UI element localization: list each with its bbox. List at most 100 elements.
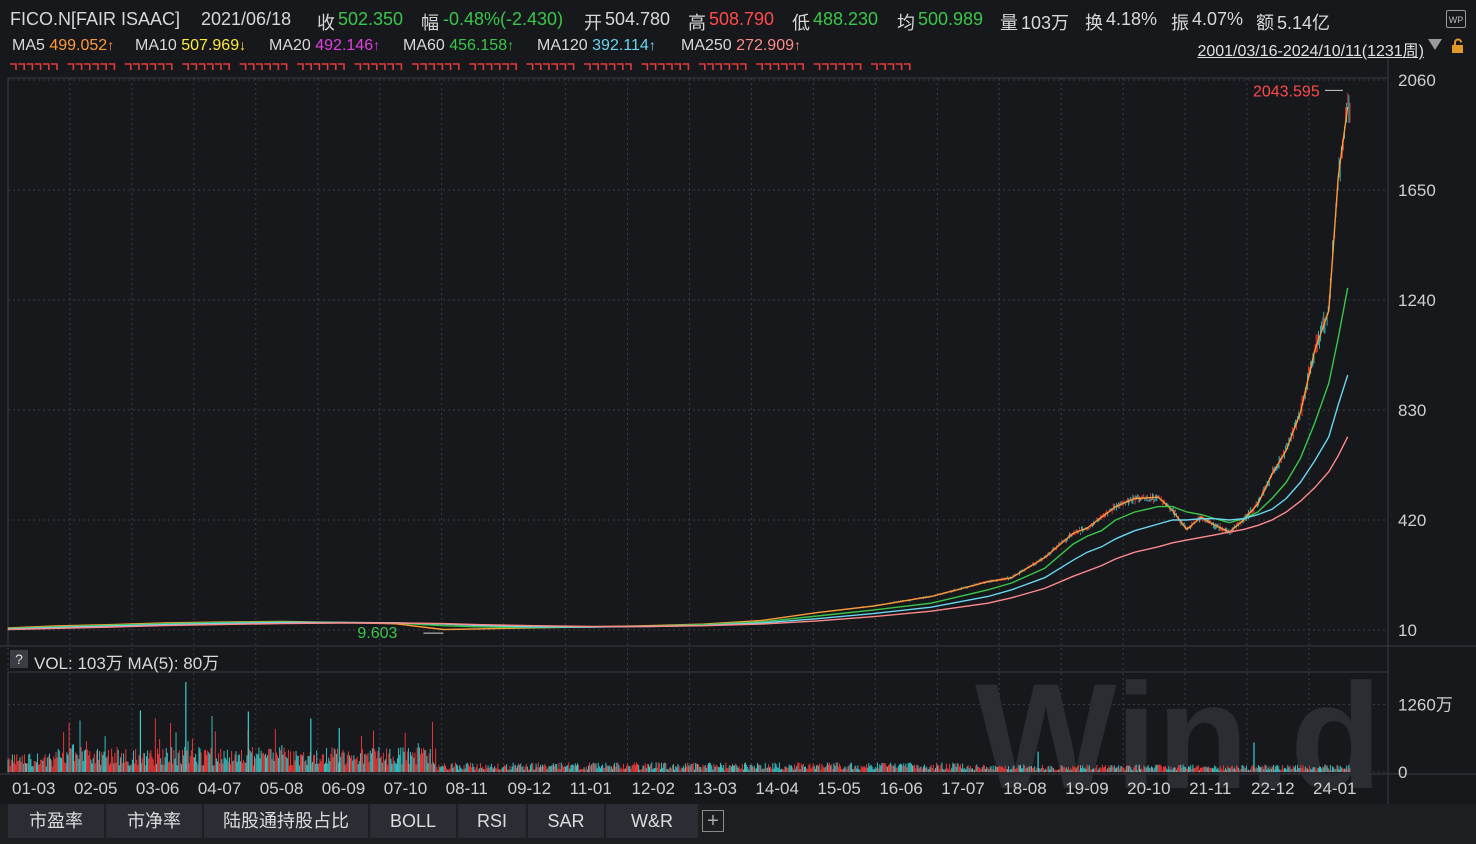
event-marker — [879, 63, 886, 70]
price-tick-label: 1650 — [1398, 181, 1436, 200]
event-marker — [395, 63, 403, 70]
time-tick-label: 04-07 — [198, 779, 241, 798]
time-tick-label: 24-01 — [1313, 779, 1356, 798]
indicator-tabs: 市盈率 市净率 陆股通持股占比 BOLL RSI SAR W&R + — [0, 804, 1476, 844]
kline-chart[interactable]: Win.d 10 420 830 1240 1650 2060 0 1260万 01-03 02-… — [0, 58, 1476, 804]
ma60-value: 456.158 — [449, 37, 508, 54]
open-label: 开 — [584, 13, 602, 33]
quote-header: FICO.N[FAIR ISAAC] 2021/06/18 收 502.350 … — [0, 0, 1476, 38]
event-marker — [379, 63, 386, 70]
time-tick-label: 12-02 — [632, 779, 675, 798]
tab-pb[interactable]: 市净率 — [106, 804, 202, 838]
event-marker — [830, 63, 837, 70]
time-tick-label: 19-09 — [1065, 779, 1108, 798]
event-marker — [444, 63, 452, 70]
ma20-legend[interactable]: MA20 492.146↑ — [269, 37, 380, 55]
ma10-label: MA10 — [135, 37, 177, 54]
event-marker — [666, 63, 673, 70]
event-marker — [789, 63, 796, 70]
low-label: 低 — [792, 13, 810, 33]
lock-icon[interactable] — [1450, 38, 1466, 54]
event-marker — [608, 63, 616, 70]
time-tick-label: 11-01 — [570, 779, 612, 798]
date-range-selector[interactable]: 2001/03/16-2024/10/11(1231周) — [1197, 43, 1424, 60]
time-tick-label: 07-10 — [384, 779, 427, 798]
wp-icon[interactable]: WP — [1446, 10, 1466, 28]
event-marker — [543, 63, 550, 70]
event-marker — [141, 63, 148, 70]
event-marker — [26, 63, 34, 70]
event-marker — [903, 63, 911, 70]
price-tick-label: 420 — [1398, 511, 1426, 530]
event-marker — [34, 63, 42, 70]
event-marker — [215, 63, 222, 70]
volume-indicator-label: VOL: 103万 MA(5): 80万 — [34, 654, 220, 673]
event-marker — [124, 63, 132, 70]
ma250-arrow: ↑ — [794, 37, 801, 53]
ma5-label: MA5 — [12, 37, 45, 54]
ma-line-ma250 — [7, 436, 1349, 631]
event-marker — [149, 63, 157, 70]
security-code[interactable]: FICO.N[FAIR ISAAC] — [10, 9, 181, 29]
event-marker — [821, 63, 829, 70]
ma250-value: 272.909 — [736, 37, 794, 54]
ma120-label: MA120 — [537, 37, 588, 54]
event-marker — [485, 63, 493, 70]
event-marker — [362, 63, 370, 70]
event-marker — [477, 63, 485, 70]
event-marker — [198, 63, 206, 70]
event-marker — [247, 63, 255, 70]
event-marker — [551, 63, 558, 70]
ma120-value: 392.114 — [592, 37, 649, 54]
tab-northbound-holding[interactable]: 陆股通持股占比 — [204, 804, 368, 838]
event-marker — [756, 63, 763, 70]
event-markers — [10, 63, 911, 70]
time-tick-label: 06-09 — [322, 779, 365, 798]
volume-value: 103万 — [1021, 13, 1070, 33]
turnover-label: 换 — [1085, 13, 1103, 33]
tab-sar[interactable]: SAR — [528, 804, 604, 838]
time-tick-label: 17-07 — [941, 779, 984, 798]
event-marker — [723, 63, 731, 70]
ma-line-ma5 — [7, 106, 1349, 631]
time-tick-label: 22-12 — [1251, 779, 1294, 798]
tab-wr[interactable]: W&R — [606, 804, 698, 838]
event-marker — [797, 63, 804, 70]
event-marker — [354, 63, 362, 70]
ma5-legend[interactable]: MA5 499.052↑ — [12, 37, 114, 55]
event-marker — [436, 63, 444, 70]
event-marker — [895, 63, 903, 70]
ma250-legend[interactable]: MA250 272.909↑ — [681, 37, 801, 55]
time-tick-label: 15-05 — [817, 779, 860, 798]
help-icon[interactable]: ? — [10, 650, 28, 668]
event-marker — [452, 63, 460, 70]
time-tick-label: 18-08 — [1003, 779, 1046, 798]
tab-boll[interactable]: BOLL — [370, 804, 456, 838]
volume-label: 量 — [1000, 13, 1018, 33]
add-indicator-icon[interactable]: + — [702, 810, 724, 832]
event-marker — [329, 63, 337, 70]
wind-watermark-text: Win.d — [975, 652, 1382, 804]
event-marker — [682, 63, 690, 70]
event-marker — [641, 63, 649, 70]
event-marker — [83, 63, 91, 70]
time-tick-label: 21-11 — [1189, 779, 1231, 798]
ma120-legend[interactable]: MA120 392.114↑ — [537, 37, 656, 55]
price-tick-label: 1240 — [1398, 291, 1436, 310]
event-marker — [526, 63, 534, 70]
ma10-legend[interactable]: MA10 507.969↓ — [135, 37, 246, 55]
event-marker — [223, 63, 230, 70]
ma20-label: MA20 — [269, 37, 311, 54]
ma-legend: MA5 499.052↑ MA10 507.969↓ MA20 492.146↑… — [0, 36, 1476, 60]
chevron-down-icon[interactable] — [1428, 39, 1442, 50]
ma60-legend[interactable]: MA60 456.158↑ — [403, 37, 514, 55]
amplitude-label: 振 — [1171, 13, 1189, 33]
turnover-value: 4.18% — [1106, 9, 1158, 29]
event-marker — [182, 63, 189, 70]
event-marker — [18, 63, 25, 70]
event-marker — [264, 63, 271, 70]
tab-rsi[interactable]: RSI — [458, 804, 526, 838]
event-marker — [493, 63, 501, 70]
event-marker — [657, 63, 665, 70]
tab-pe[interactable]: 市盈率 — [8, 804, 104, 838]
